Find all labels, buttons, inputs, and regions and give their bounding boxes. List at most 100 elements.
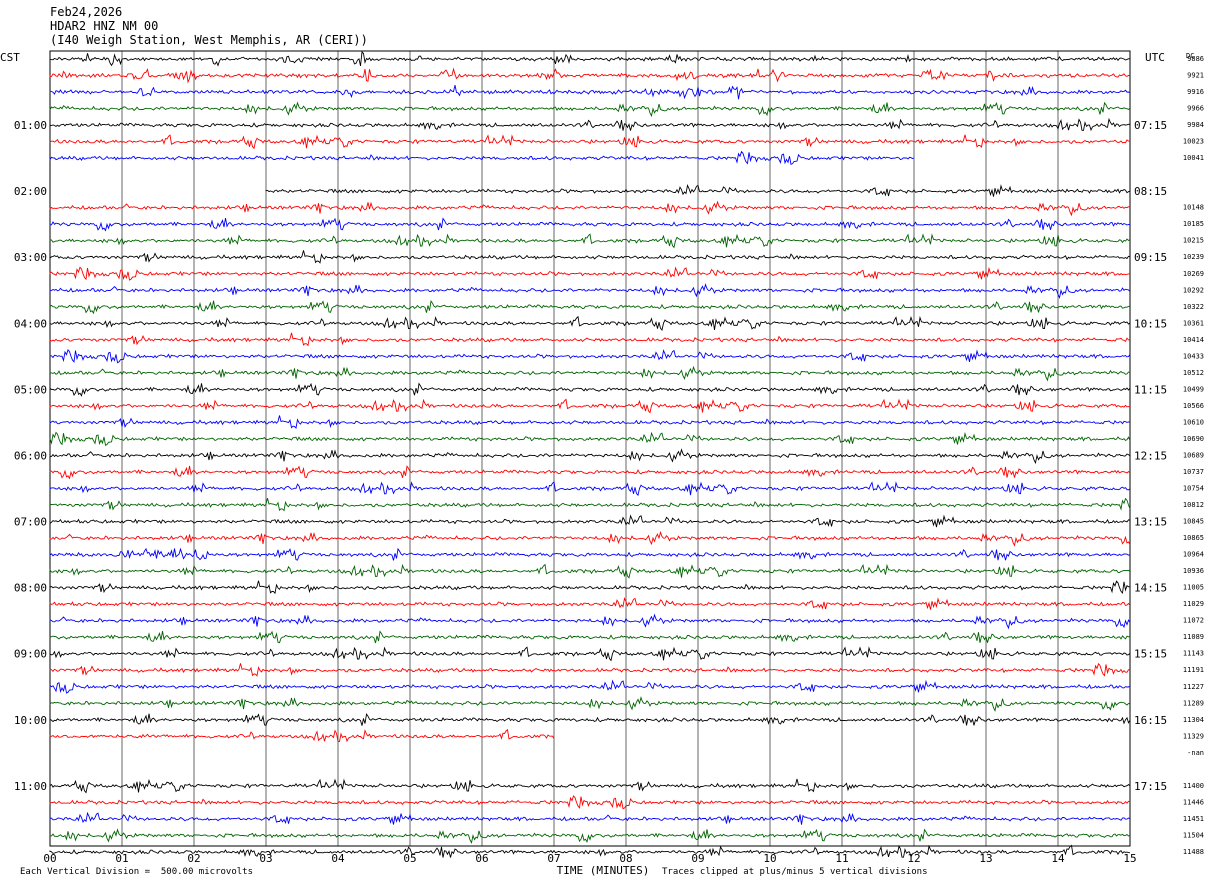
dc-offset-label: 11451 [1183,815,1204,823]
dc-offset-label: 11089 [1183,633,1204,641]
plot-frame [49,50,1131,847]
seismic-trace [49,398,1131,414]
dc-offset-label: 11504 [1183,831,1204,839]
seismic-trace [265,183,1131,197]
station-location: (I40 Weigh Station, West Memphis, AR (CE… [50,33,368,47]
dc-offset-label: 11446 [1183,798,1204,806]
x-tick-label: 04 [331,852,345,865]
dc-offset-label: 10148 [1183,204,1204,212]
seismic-trace [49,349,1131,364]
seismic-trace [49,844,1131,858]
seismic-trace [49,465,1131,480]
station-code: HDAR2 HNZ NM 00 [50,19,159,33]
x-tick-label: 11 [835,852,848,865]
seismic-trace [49,67,1131,84]
left-hour-label: 08:00 [14,582,47,595]
dc-offset-label: 10812 [1183,501,1204,509]
dc-offset-label: 10512 [1183,369,1204,377]
left-hour-label: 01:00 [14,119,47,132]
x-tick-label: 02 [187,852,200,865]
dc-offset-label: 10964 [1183,551,1204,559]
right-hour-label: 12:15 [1134,449,1167,462]
dc-offset-label: 10023 [1183,138,1204,146]
right-hour-label: 14:15 [1134,582,1167,595]
left-hour-label: 11:00 [14,780,47,793]
right-hour-label: 10:15 [1134,317,1167,330]
seismic-trace [49,811,1131,825]
seismic-trace [49,101,1131,118]
x-tick-label: 00 [43,852,56,865]
left-hour-label: 04:00 [14,317,47,330]
dc-offset-label: 10269 [1183,270,1204,278]
clip-note: Traces clipped at plus/minus 5 vertical … [662,867,928,877]
dc-offset-label: 11227 [1183,683,1204,691]
dc-offset-label: 10292 [1183,286,1204,294]
x-tick-label: 05 [403,852,416,865]
x-tick-label: 01 [115,852,128,865]
seismic-trace [49,596,1131,610]
dc-offset-label: 10689 [1183,451,1204,459]
seismic-trace [49,315,1131,331]
right-hour-label: 17:15 [1134,780,1167,793]
dc-offset-label: 10041 [1183,154,1204,162]
seismic-trace [49,828,1131,845]
x-tick-label: 09 [691,852,704,865]
dc-offset-label: 11143 [1183,650,1204,658]
dc-offset-label: 10185 [1183,220,1204,228]
x-tick-label: 10 [763,852,776,865]
seismic-trace [49,530,1131,547]
x-tick-label: 14 [1051,852,1065,865]
seismic-trace [49,497,1131,512]
dc-column-label: DC [1186,52,1194,60]
seismic-trace [49,448,1131,465]
seismic-trace [49,117,1131,132]
seismic-trace [49,431,1131,446]
dc-offset-label: 10610 [1183,418,1204,426]
dc-offset-label: 10865 [1183,534,1204,542]
left-hour-label: 02:00 [14,185,47,198]
dc-offset-label: 10414 [1183,336,1204,344]
dc-offset-label: 11005 [1183,584,1204,592]
x-tick-label: 15 [1123,852,1136,865]
x-tick-label: 07 [547,852,560,865]
x-tick-label: 06 [475,852,488,865]
seismic-trace [49,613,1131,630]
left-hour-label: 09:00 [14,648,47,661]
dc-offset-label: 10936 [1183,567,1204,575]
seismic-trace [49,150,915,166]
left-hour-label: 03:00 [14,251,47,264]
dc-offset-label: 10845 [1183,518,1204,526]
x-tick-label: 13 [979,852,992,865]
right-hour-label: 08:15 [1134,185,1167,198]
dc-offset-label: 11400 [1183,782,1204,790]
seismic-trace [49,679,1131,694]
dc-offset-label: 9966 [1187,105,1204,113]
seismic-trace [49,662,1131,677]
dc-offset-label: 10322 [1183,303,1204,311]
seismic-trace [49,712,1131,726]
seismic-trace [49,365,1131,382]
x-axis-label: TIME (MINUTES) [557,864,650,877]
dc-offset-label: 11329 [1183,732,1204,740]
left-hour-label: 06:00 [14,449,47,462]
right-hour-label: 07:15 [1134,119,1167,132]
x-tick-label: 03 [259,852,272,865]
seismic-trace [49,514,1131,528]
right-hour-label: 13:15 [1134,516,1167,529]
dc-offset-label: 11289 [1183,699,1204,707]
right-timezone-label: UTC [1145,51,1165,64]
seismic-trace [49,728,555,743]
dc-offset-label: 11029 [1183,600,1204,608]
seismic-trace [49,580,1131,595]
left-hour-label: 05:00 [14,383,47,396]
dc-offset-label: 10690 [1183,435,1204,443]
right-hour-label: 09:15 [1134,251,1167,264]
seismic-trace [49,547,1131,561]
right-hour-label: 16:15 [1134,714,1167,727]
seismic-trace [49,630,1131,644]
dc-offset-label: 10433 [1183,352,1204,360]
dc-offset-label: 10239 [1183,253,1204,261]
seismic-trace [49,134,1130,150]
dc-offset-label: 9886 [1187,55,1204,63]
dc-offset-label: 10754 [1183,485,1204,493]
